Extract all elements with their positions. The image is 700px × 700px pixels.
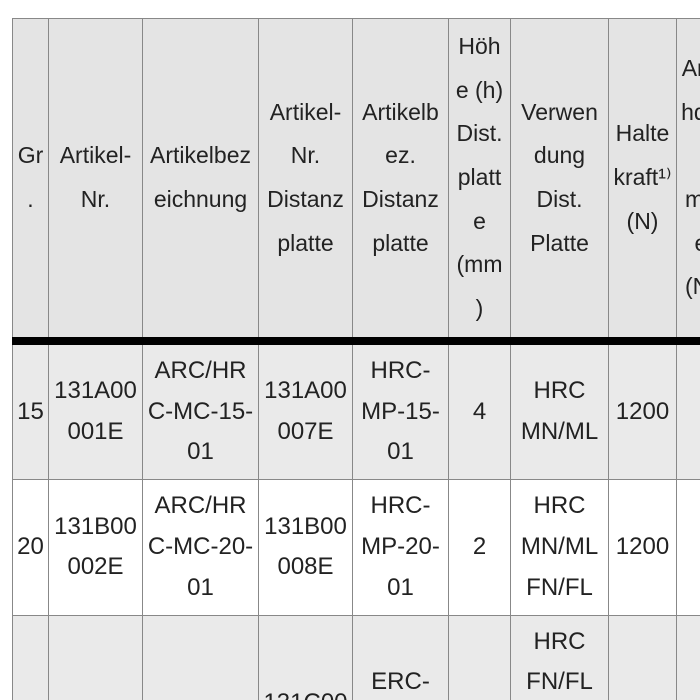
cell-hoehe: 3 [449,615,511,700]
table-body: 15 131A00001E ARC/HRC-MC-15-01 131A00007… [13,341,700,700]
cell-artbez: ARC/HRC-MC-20-01 [143,480,259,615]
spec-table: Gr. Artikel-Nr. Artikelbezeichnung Artik… [12,18,700,700]
cell-gr: 20 [13,480,49,615]
cell-gr: 25 [13,615,49,700]
cell-verwendung: HRC FN/FL ERC MN/ML/MS [511,615,609,700]
cell-moment: 5 [677,480,700,615]
cell-artnr: 131A00001E [49,341,143,480]
cell-gr: 15 [13,341,49,480]
cell-artbez: ARC/HRC-MC-15-01 [143,341,259,480]
table-row: 15 131A00001E ARC/HRC-MC-15-01 131A00007… [13,341,700,480]
cell-artnr-dist: 131B00008E [259,480,353,615]
cell-hoehe: 4 [449,341,511,480]
col-artnr: Artikel-Nr. [49,19,143,341]
cell-haltekraft: 1200 [609,341,677,480]
col-moment: Anziehdreh-moment (Nm) [677,19,700,341]
cell-artnr-dist: 131A00007E [259,341,353,480]
cell-artnr: 131C00003E [49,615,143,700]
cell-verwendung: HRC MN/ML FN/FL [511,480,609,615]
cell-hoehe: 2 [449,480,511,615]
col-artbez: Artikelbezeichnung [143,19,259,341]
cell-artnr: 131B00002E [49,480,143,615]
cell-artnr-dist: 131C00009E [259,615,353,700]
cell-artbez: ARC/HRC/ERC-MC-25-01 [143,615,259,700]
col-hoehe: Höhe (h) Dist. platte (mm) [449,19,511,341]
table-viewport: Gr. Artikel-Nr. Artikelbezeichnung Artik… [0,0,700,700]
header-row: Gr. Artikel-Nr. Artikelbezeichnung Artik… [13,19,700,341]
col-artnr-dist: Artikel-Nr. Distanzplatte [259,19,353,341]
cell-artbez-dist: HRC-MP-20-01 [353,480,449,615]
col-haltekraft: Haltekraft¹⁾ (N) [609,19,677,341]
cell-haltekraft: 1200 [609,480,677,615]
col-verwendung: Verwendung Dist. Platte [511,19,609,341]
table-row: 25 131C00003E ARC/HRC/ERC-MC-25-01 131C0… [13,615,700,700]
cell-moment: 7 [677,615,700,700]
col-artbez-dist: Artikelbez. Distanzplatte [353,19,449,341]
col-gr: Gr. [13,19,49,341]
cell-artbez-dist: HRC-MP-15-01 [353,341,449,480]
cell-verwendung: HRC MN/ML [511,341,609,480]
table-row: 20 131B00002E ARC/HRC-MC-20-01 131B00008… [13,480,700,615]
cell-haltekraft: 1200 [609,615,677,700]
cell-artbez-dist: ERC-MP-25-01 [353,615,449,700]
cell-moment: 4 [677,341,700,480]
